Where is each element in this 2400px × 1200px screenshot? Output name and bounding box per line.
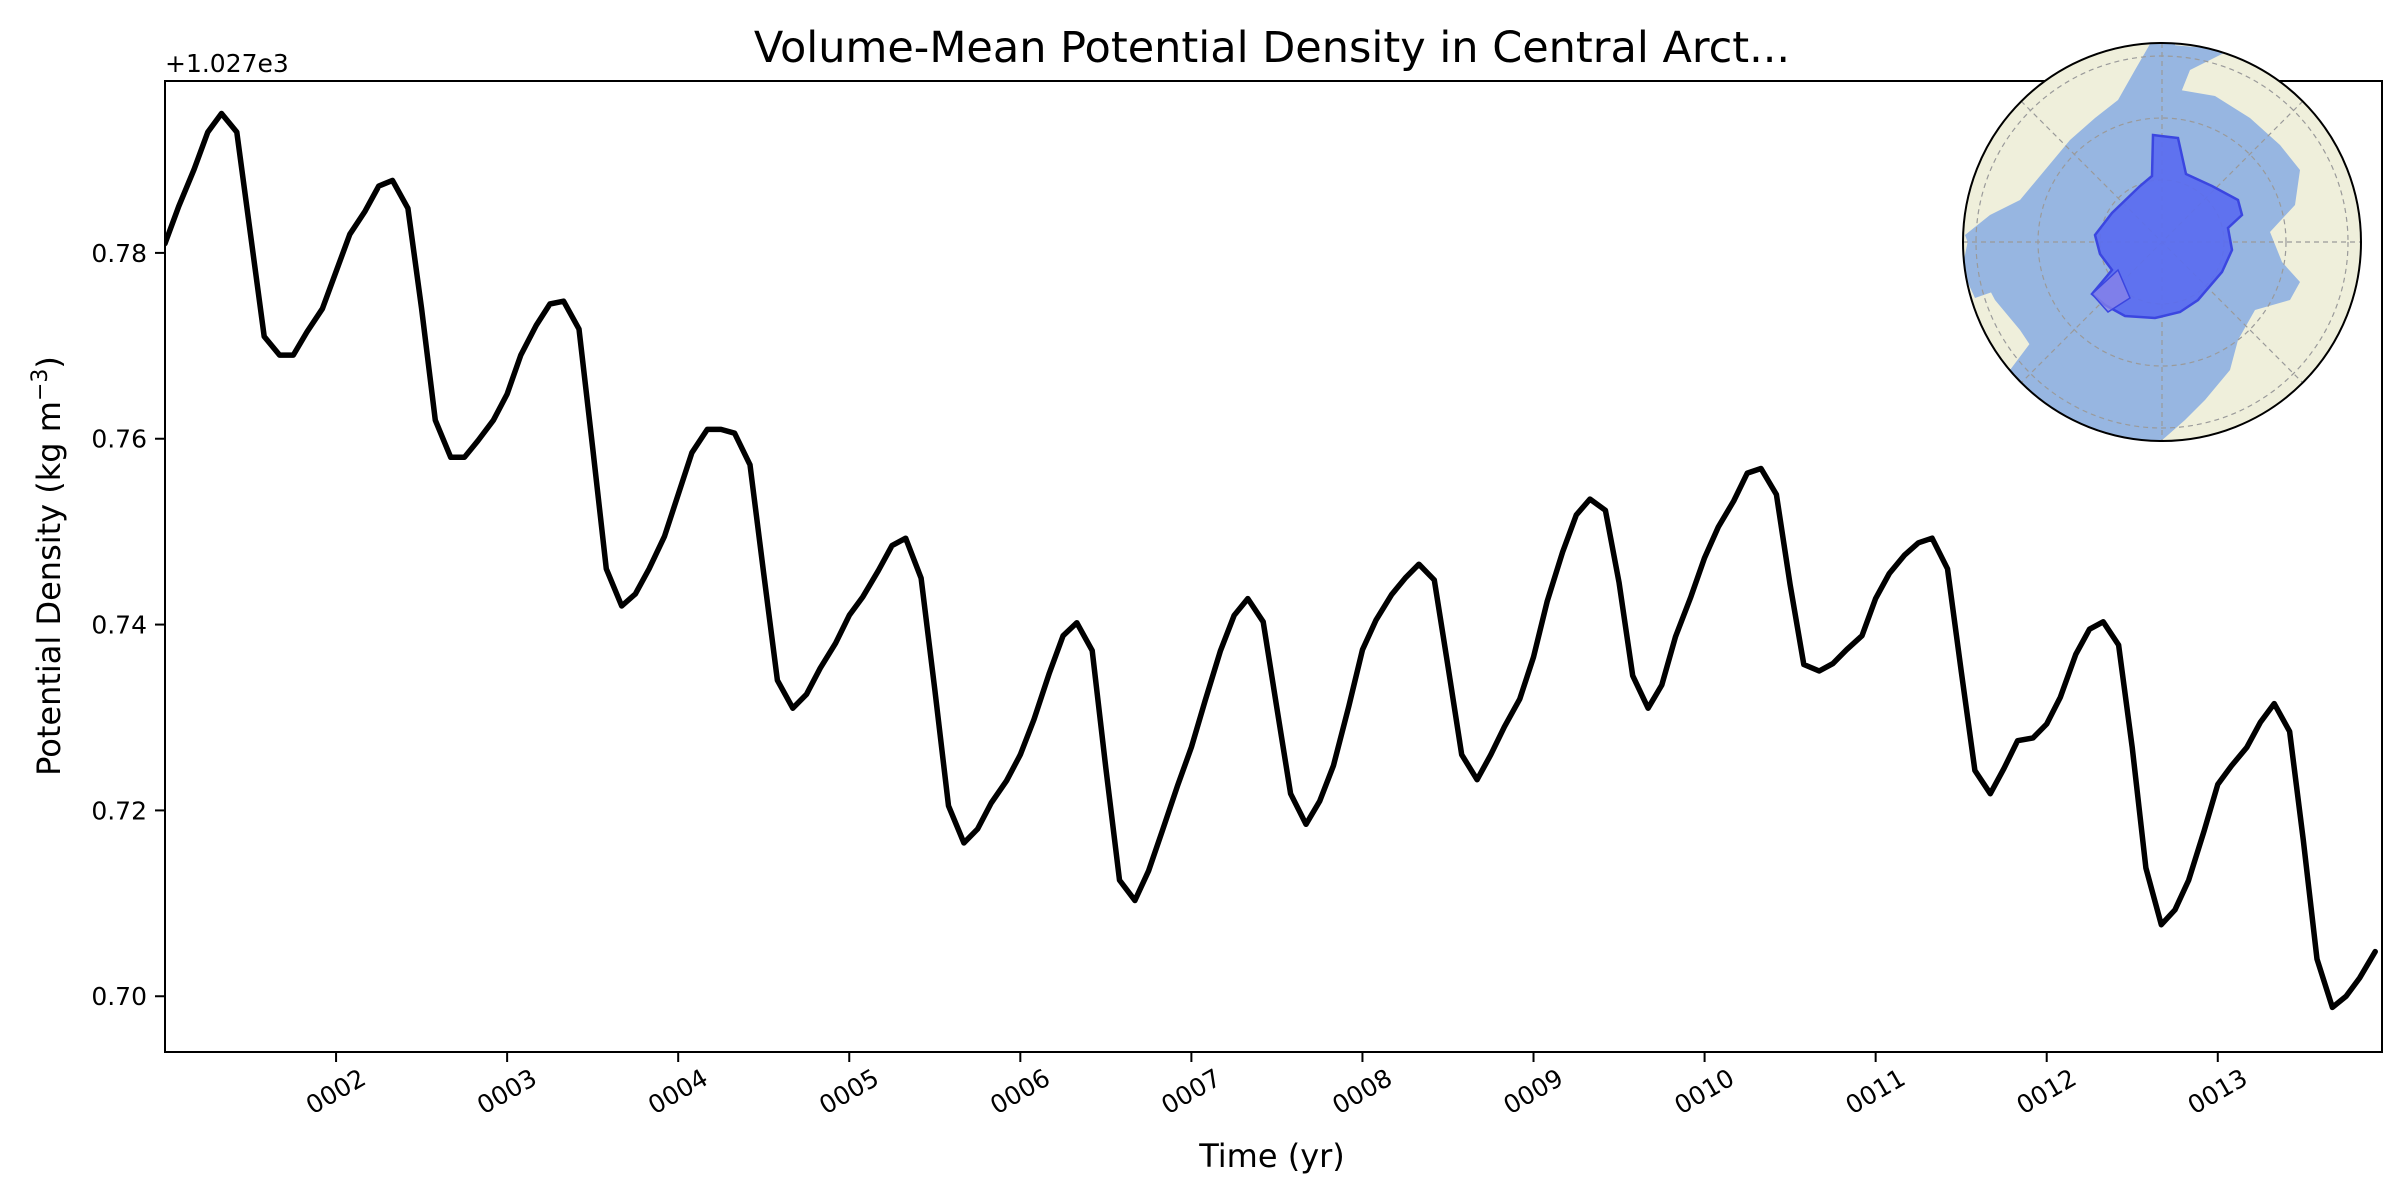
map-ocean-pacific xyxy=(2160,44,2230,100)
y-tick-label: 0.72 xyxy=(91,796,147,825)
map-region-extension xyxy=(2090,268,2131,313)
inset-polar-map xyxy=(1962,42,2362,442)
y-offset-text: +1.027e3 xyxy=(165,49,289,78)
y-tick-label: 0.76 xyxy=(91,425,147,454)
x-tick-label: 0008 xyxy=(1327,1063,1397,1120)
x-tick-label: 0006 xyxy=(985,1063,1055,1120)
x-tick-label: 0005 xyxy=(814,1063,884,1120)
x-axis-label: Time (yr) xyxy=(1198,1137,1345,1175)
y-axis-label: Potential Density (kg m−3) xyxy=(28,356,68,776)
density-line xyxy=(165,110,2378,1011)
y-tick-label: 0.70 xyxy=(91,982,147,1011)
x-tick-label: 0004 xyxy=(643,1063,713,1120)
x-tick-label: 0002 xyxy=(301,1063,371,1120)
series-group xyxy=(165,110,2378,1011)
x-tick-label: 0010 xyxy=(1670,1063,1740,1120)
plot-frame xyxy=(164,80,2383,1053)
y-tick-label: 0.78 xyxy=(91,239,147,268)
y-axis-label-close: ) xyxy=(30,356,68,368)
map-boundary xyxy=(1962,42,2362,442)
x-tick-label: 0009 xyxy=(1498,1063,1568,1120)
y-axis-ticks: 0.70 0.72 0.74 0.76 0.78 xyxy=(91,239,165,1011)
y-axis-label-main: Potential Density (kg m xyxy=(30,401,68,776)
map-ocean-hudson xyxy=(1963,240,2000,298)
x-tick-label: 0003 xyxy=(472,1063,542,1120)
chart-title: Volume-Mean Potential Density in Central… xyxy=(754,23,1790,73)
x-tick-label: 0012 xyxy=(2012,1063,2082,1120)
x-axis-ticks: 0002 0003 0004 0005 0006 0007 0008 0009 0010 0011… xyxy=(301,1052,2252,1120)
x-tick-label: 0013 xyxy=(2183,1063,2253,1120)
map-region-central-arctic xyxy=(2090,133,2244,320)
y-tick-label: 0.74 xyxy=(91,611,147,640)
y-axis-label-superscript: −3 xyxy=(28,369,53,401)
x-tick-label: 0007 xyxy=(1156,1063,1226,1120)
x-tick-label: 0011 xyxy=(1841,1063,1911,1120)
